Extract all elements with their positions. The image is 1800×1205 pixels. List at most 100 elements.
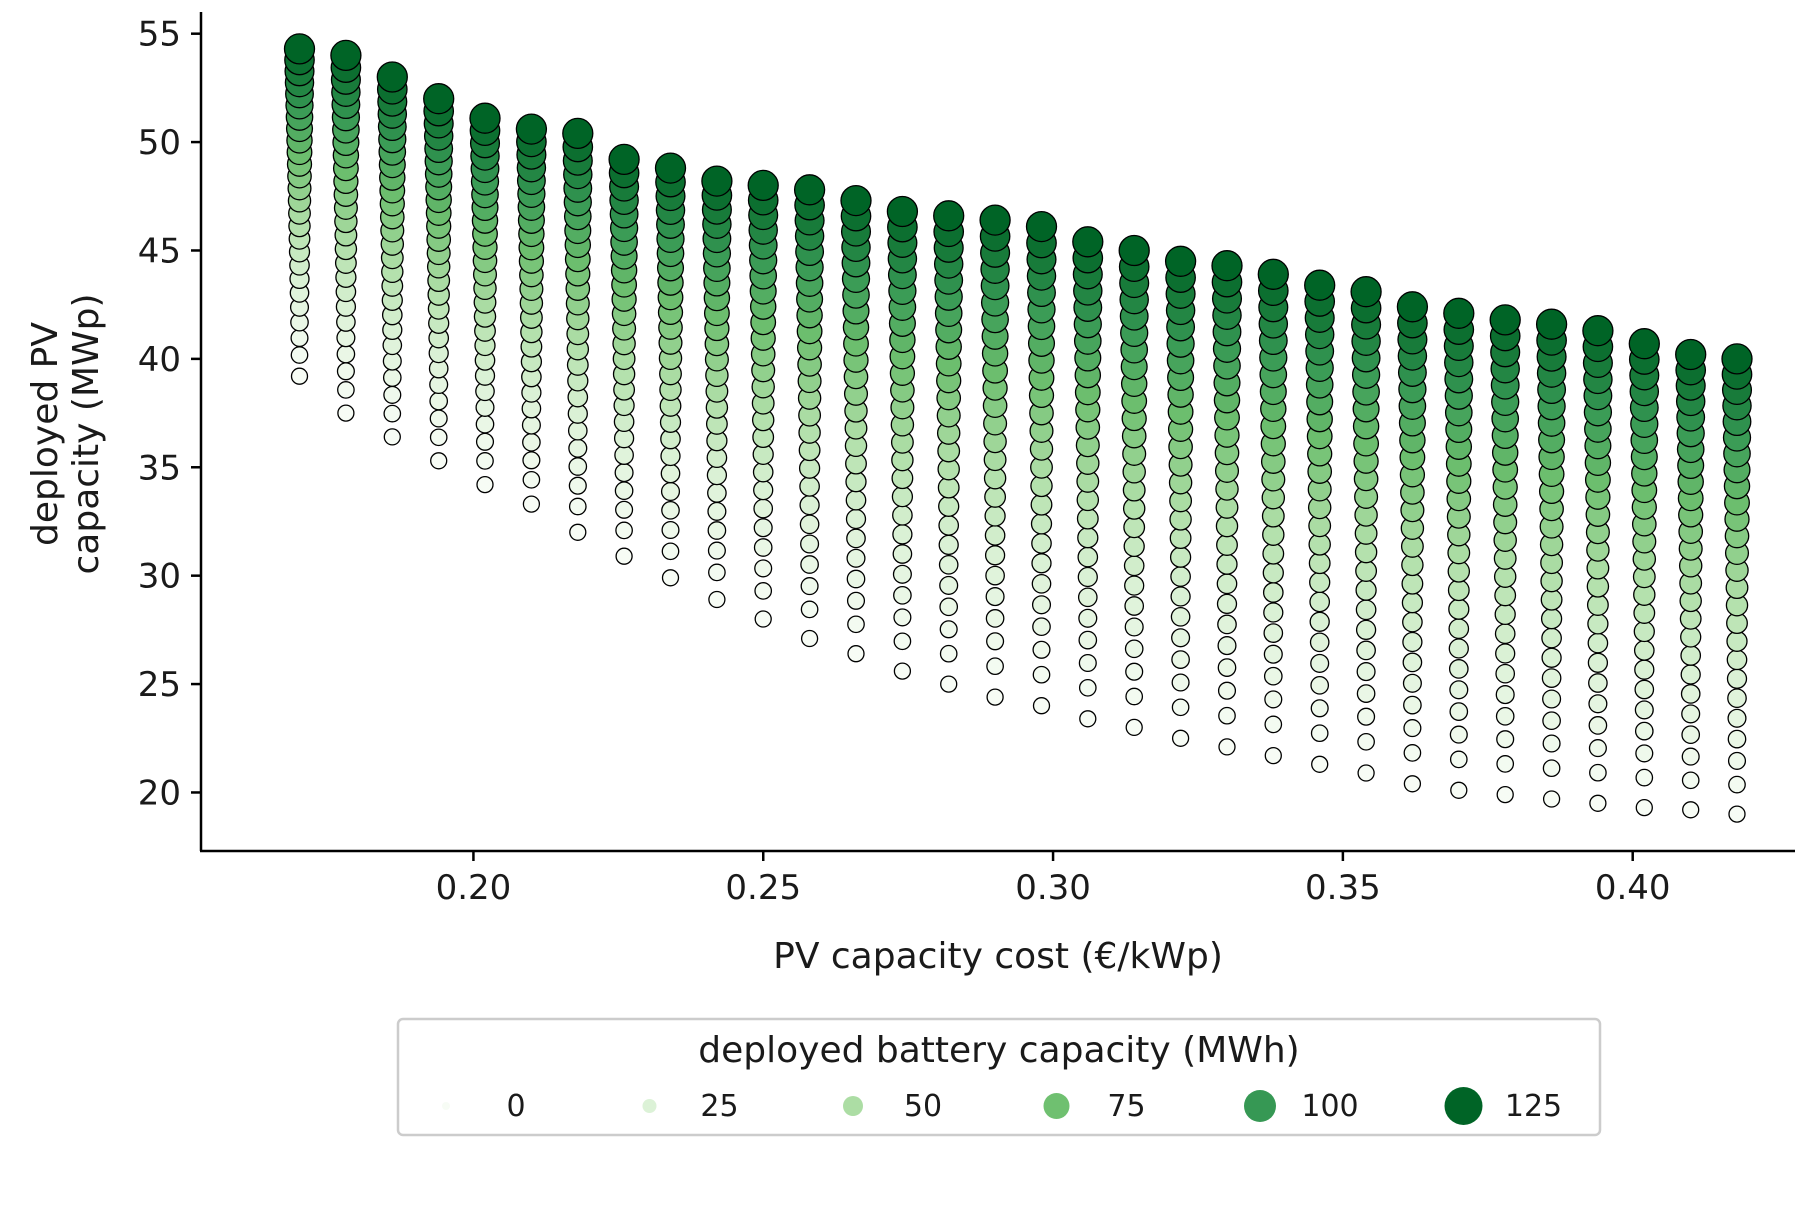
- scatter-point: [1355, 619, 1377, 641]
- y-axis-ticks: 20 25 30 35 40 45 50 55: [138, 15, 201, 813]
- scatter-point: [706, 464, 728, 486]
- scatter-point: [793, 174, 826, 206]
- scatter-point: [708, 563, 726, 582]
- scatter-point: [1726, 649, 1748, 671]
- scatter-point: [1443, 297, 1475, 329]
- scatter-point: [1170, 606, 1191, 627]
- scatter-point: [1031, 573, 1052, 594]
- scatter-point: [1030, 493, 1053, 516]
- scatter-point: [1489, 304, 1521, 336]
- scatter-point: [283, 33, 316, 65]
- scatter-point: [799, 476, 820, 497]
- scatter-point: [383, 428, 401, 446]
- scatter-point: [800, 577, 819, 596]
- y-tick-label: 25: [138, 665, 181, 705]
- scatter-point: [1171, 673, 1190, 692]
- scatter-point: [1633, 620, 1655, 643]
- legend-entries: 0 25 50 75 100 125: [442, 1087, 1562, 1125]
- scatter-point: [336, 344, 356, 364]
- scatter-point: [1540, 608, 1563, 630]
- scatter-point: [1588, 673, 1608, 693]
- scatter-point: [1309, 591, 1331, 613]
- scatter-point: [1169, 546, 1192, 568]
- scatter-point: [522, 451, 541, 470]
- scatter-point: [1124, 575, 1145, 596]
- scatter-point: [654, 152, 687, 184]
- scatter-point: [1262, 562, 1284, 584]
- scatter-point: [1680, 645, 1702, 666]
- scatter-point: [1727, 708, 1747, 728]
- scatter-point: [1447, 579, 1470, 602]
- scatter-point: [1356, 640, 1376, 661]
- scatter-point: [752, 461, 774, 483]
- scatter-point: [383, 404, 402, 423]
- scatter-point: [1728, 805, 1746, 823]
- scatter-point: [938, 515, 960, 536]
- scatter-point: [1589, 763, 1607, 782]
- scatter-point: [754, 610, 772, 628]
- scatter-point: [1681, 704, 1701, 724]
- scatter-point: [1357, 732, 1375, 751]
- scatter-point: [1311, 755, 1329, 773]
- scatter-point: [1216, 573, 1238, 595]
- scatter-point: [938, 495, 960, 517]
- scatter-point: [1124, 639, 1144, 659]
- scatter-point: [886, 195, 919, 228]
- scatter-point: [1634, 679, 1655, 700]
- scatter-point: [568, 438, 588, 458]
- scatter-point: [985, 609, 1005, 628]
- scatter-point: [985, 565, 1005, 586]
- scatter-point: [984, 485, 1007, 508]
- y-tick-label: 40: [138, 340, 181, 380]
- scatter-point: [840, 184, 872, 217]
- scatter-point: [1125, 687, 1144, 706]
- scatter-point: [1589, 794, 1607, 812]
- scatter-point: [615, 521, 633, 540]
- scatter-point: [1170, 586, 1191, 607]
- scatter-point: [1211, 250, 1243, 282]
- scatter-point: [892, 564, 912, 584]
- scatter-point: [747, 169, 779, 202]
- y-tick-label: 55: [138, 15, 181, 55]
- scatter-point: [661, 500, 680, 520]
- scatter-point: [799, 494, 820, 516]
- x-axis-ticks: 0.20 0.25 0.30 0.35 0.40: [436, 851, 1671, 908]
- scatter-point: [939, 575, 959, 595]
- scatter-point: [469, 102, 501, 134]
- scatter-point: [986, 688, 1004, 706]
- scatter-point: [1171, 729, 1190, 747]
- scatter-point: [707, 541, 726, 560]
- scatter-point: [753, 498, 774, 519]
- legend-marker: [843, 1096, 863, 1116]
- scatter-point: [1635, 798, 1653, 817]
- scatter-point: [1263, 666, 1283, 686]
- scatter-point: [1535, 308, 1568, 340]
- scatter-point: [892, 544, 913, 564]
- scatter-point: [1449, 750, 1468, 769]
- scatter-point: [1496, 755, 1515, 773]
- scatter-point: [1356, 684, 1376, 703]
- scatter-point: [1309, 611, 1330, 632]
- scatter-point: [290, 328, 309, 348]
- scatter-point: [476, 452, 494, 470]
- scatter-point: [1217, 636, 1237, 656]
- scatter-point: [708, 590, 726, 609]
- scatter-point: [568, 457, 588, 476]
- scatter-point: [1032, 640, 1051, 659]
- scatter-point: [800, 629, 819, 648]
- scatter-point: [1403, 744, 1422, 762]
- scatter-point: [1355, 599, 1377, 621]
- scatter-point: [1401, 592, 1424, 614]
- scatter-point: [614, 463, 634, 483]
- scatter-point: [933, 200, 965, 232]
- legend-label: 75: [1107, 1089, 1145, 1124]
- scatter-point: [1403, 695, 1422, 715]
- scatter-point: [846, 528, 866, 549]
- scatter-point: [1402, 652, 1423, 673]
- scatter-point: [1072, 226, 1104, 258]
- scatter-point: [1264, 690, 1283, 709]
- scatter-point: [1262, 582, 1284, 603]
- scatter-point: [336, 362, 355, 381]
- y-axis-title: deployed PV capacity (MWp): [25, 293, 107, 574]
- scatter-point: [1588, 739, 1607, 758]
